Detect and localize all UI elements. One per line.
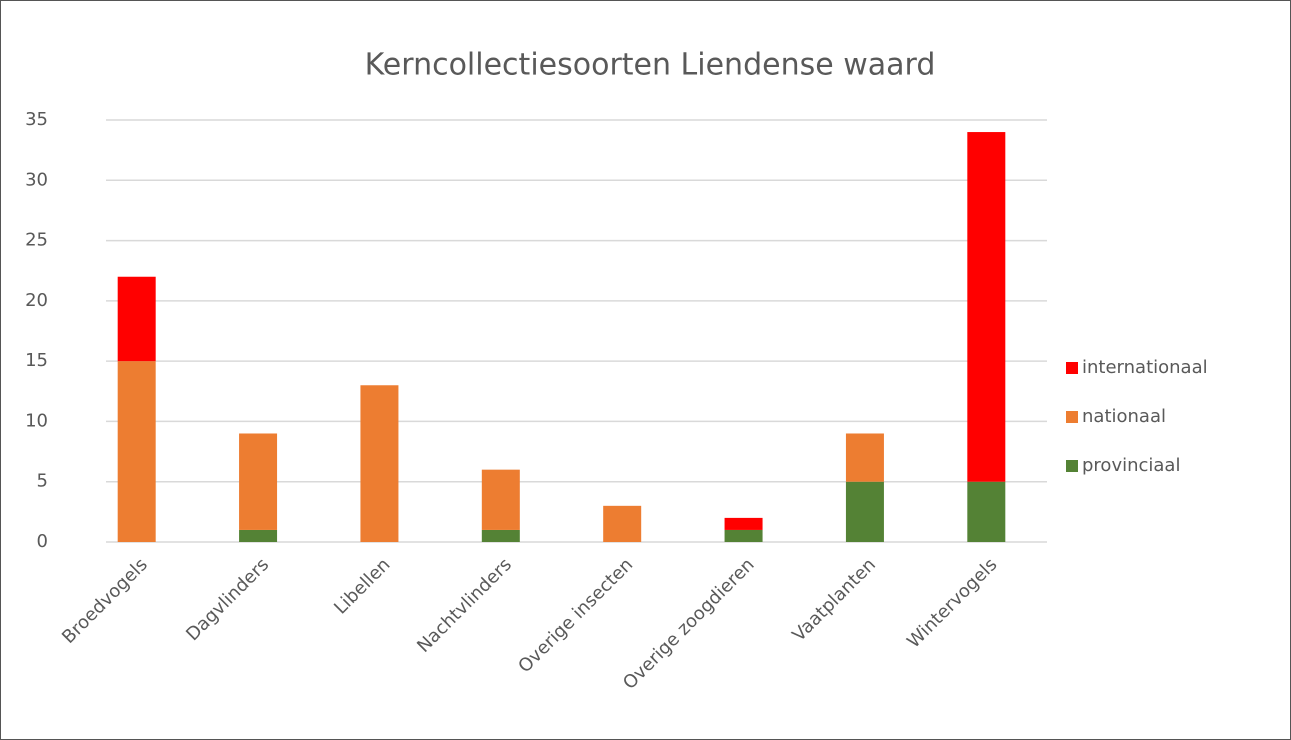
bar-segment: [967, 481, 1006, 542]
bar-segment: [239, 433, 278, 530]
bar-segment: [360, 385, 399, 542]
bar-segment: [481, 469, 520, 530]
legend-label: nationaal: [1082, 406, 1166, 427]
chart-title: Kerncollectiesoorten Liendense waard: [365, 48, 936, 83]
bar-segment: [117, 276, 156, 362]
bar-segment: [724, 517, 763, 530]
bar-segment: [117, 361, 156, 542]
y-tick-label: 20: [25, 290, 48, 311]
y-tick-label: 15: [25, 350, 48, 371]
y-tick-label: 10: [25, 410, 48, 431]
bar-segment: [967, 132, 1006, 482]
legend-label: provinciaal: [1082, 455, 1180, 476]
y-tick-label: 0: [37, 531, 48, 552]
y-tick-label: 30: [25, 169, 48, 190]
legend-swatch: [1066, 460, 1078, 472]
y-tick-label: 5: [37, 471, 48, 492]
legend-swatch: [1066, 411, 1078, 423]
y-tick-label: 35: [25, 109, 48, 130]
bar-segment: [239, 529, 278, 542]
bar-segment: [845, 433, 884, 482]
bar-segment: [481, 529, 520, 542]
bar-segment: [603, 505, 642, 542]
legend-label: internationaal: [1082, 357, 1208, 378]
bar-segment: [845, 481, 884, 542]
legend-swatch: [1066, 362, 1078, 374]
y-tick-label: 25: [25, 230, 48, 251]
bar-segment: [724, 529, 763, 542]
